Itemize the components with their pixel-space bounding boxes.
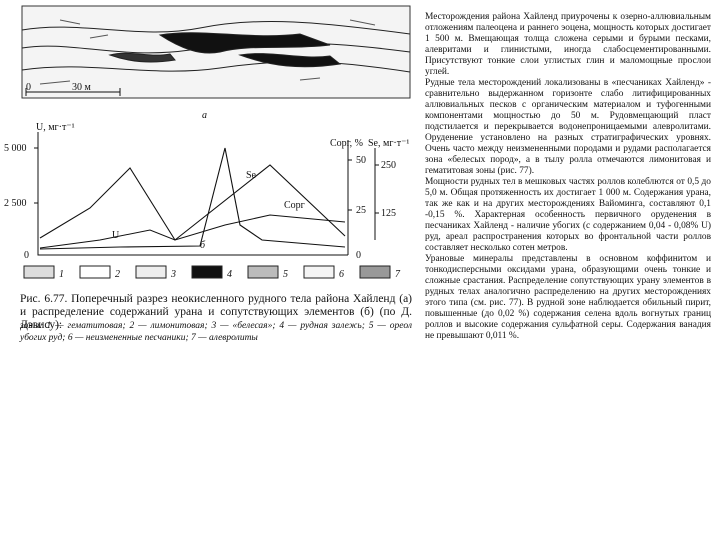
chart-axes	[34, 132, 379, 256]
caption-zones: зоны: 1 — гематитовая; 2 — лимонитовая; …	[20, 321, 412, 343]
legend-label: 5	[283, 269, 288, 280]
curve-label: Se	[246, 170, 257, 181]
legend-label: 7	[395, 269, 401, 280]
scale-start: 0	[26, 82, 31, 93]
legend-swatch	[359, 265, 391, 279]
paragraph: Урановые минералы представлены в основно…	[425, 254, 711, 341]
corg-tick: 0	[356, 250, 361, 261]
figure: 0 30 м а U, мг·т⁻¹ 5 000 2 500 0 Cорг, %…	[4, 5, 411, 280]
curve-label: Cорг	[284, 200, 305, 211]
legend-label: 3	[170, 269, 176, 280]
cross-section	[21, 5, 411, 99]
se-tick: 250	[381, 160, 396, 171]
legend-swatch	[79, 265, 111, 279]
body-text: Месторождения района Хайленд приурочены …	[425, 12, 711, 342]
paragraph: Рудные тела месторождений локализованы в…	[425, 78, 711, 176]
u-tick: 5 000	[4, 143, 27, 154]
legend-swatch	[23, 265, 55, 279]
legend: 1 2 3 4 5 6 7	[23, 265, 401, 280]
legend-label: 1	[59, 269, 64, 280]
chart-label: б	[200, 240, 206, 251]
legend-label: 2	[115, 269, 120, 280]
curve-label: U	[112, 230, 120, 241]
se-tick: 125	[381, 208, 396, 219]
legend-label: 6	[339, 269, 344, 280]
legend-swatch	[303, 265, 335, 279]
sketch-label: а	[202, 110, 207, 121]
corg-tick: 50	[356, 155, 366, 166]
u-tick: 2 500	[4, 198, 27, 209]
corg-axis-label: Cорг, %	[330, 138, 363, 149]
legend-swatch	[247, 265, 279, 279]
corg-tick: 25	[356, 205, 366, 216]
scale-end: 30 м	[72, 82, 92, 93]
se-axis-label: Se, мг·т⁻¹	[368, 138, 409, 149]
caption: Рис. 6.77. Поперечный разрез неокисленно…	[20, 293, 412, 331]
paragraph: Месторождения района Хайленд приурочены …	[425, 12, 711, 77]
legend-swatch	[135, 265, 167, 279]
paragraph: Мощности рудных тел в мешковых частях ро…	[425, 177, 711, 253]
u-axis-label: U, мг·т⁻¹	[36, 122, 75, 133]
u-tick: 0	[24, 250, 29, 261]
legend-label: 4	[227, 269, 232, 280]
legend-swatch	[191, 265, 223, 279]
